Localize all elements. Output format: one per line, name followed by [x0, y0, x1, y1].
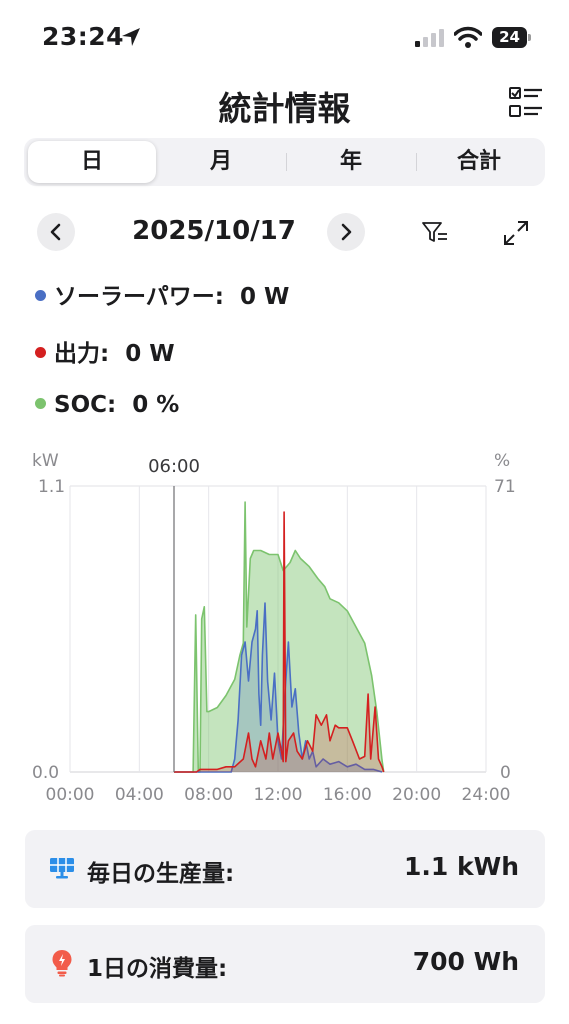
current-date[interactable]: 2025/10/17 [132, 216, 296, 246]
x-tick-label: 12:00 [254, 785, 303, 805]
power-chart[interactable]: kW % 1.1 0.0 71 0 00:00 04:00 08:00 12:00 16:00 20:… [30, 448, 530, 808]
output-dot [35, 347, 46, 358]
filter-icon[interactable] [421, 221, 449, 245]
x-tick-label: 04:00 [115, 785, 164, 805]
legend-output: 出力: 0 W [35, 334, 175, 370]
x-tick-label: 08:00 [184, 785, 233, 805]
date-navigation: 2025/10/17 [0, 208, 569, 258]
cellular-signal-icon [415, 29, 444, 47]
battery-level: 24 [492, 27, 527, 48]
chart-cursor-label: 06:00 [148, 456, 200, 477]
legend-soc: SOC: 0 % [35, 392, 179, 428]
solar-panel-icon [50, 858, 74, 879]
legend-solar-power: ソーラーパワー: 0 W [35, 277, 289, 313]
location-arrow-icon [122, 28, 140, 46]
x-tick-label: 24:00 [462, 785, 511, 805]
daily-production-card: 毎日の生産量: 1.1 kWh [25, 830, 545, 908]
chevron-left-icon [50, 223, 61, 241]
battery-cap [528, 34, 531, 41]
tab-total[interactable]: 合計 [456, 149, 501, 174]
soc-dot [35, 398, 46, 409]
right-tick-label: 0 [500, 763, 511, 783]
page-title: 統計情報 [218, 89, 351, 128]
tab-day[interactable]: 日 [28, 141, 156, 183]
solar-power-value: 0 W [239, 284, 290, 310]
lightbulb-icon [52, 950, 72, 977]
left-tick-label: 0.0 [32, 763, 59, 783]
daily-production-value: 1.1 kWh [404, 852, 519, 881]
solar-power-dot [35, 290, 46, 301]
tab-divider [286, 153, 287, 171]
output-series-line [174, 511, 385, 773]
status-time: 23:24 [42, 22, 125, 51]
solar-power-label: ソーラーパワー: [54, 284, 224, 310]
output-label: 出力: [54, 341, 110, 367]
left-axis-unit: kW [32, 451, 59, 471]
daily-consumption-label: 1日の消費量: [87, 956, 228, 982]
x-tick-label: 00:00 [46, 785, 95, 805]
tab-month[interactable]: 月 [209, 149, 232, 174]
left-tick-label: 1.1 [38, 477, 65, 497]
previous-day-button[interactable] [37, 213, 75, 251]
x-tick-label: 20:00 [392, 785, 441, 805]
daily-consumption-card: 1日の消費量: 700 Wh [25, 925, 545, 1003]
chevron-right-icon [341, 223, 352, 241]
solar-power-series-line [174, 602, 383, 773]
output-value: 0 W [125, 341, 175, 367]
tab-year[interactable]: 年 [339, 149, 362, 174]
checklist-icon[interactable] [508, 86, 544, 120]
next-day-button[interactable] [327, 213, 365, 251]
soc-label: SOC: [54, 392, 117, 418]
battery-indicator: 24 [492, 27, 532, 48]
daily-consumption-value: 700 Wh [412, 947, 519, 976]
tab-divider [416, 153, 417, 171]
soc-value: 0 % [132, 392, 180, 418]
period-segmented-control: 日 月 年 合計 [24, 138, 545, 186]
soc-series-area [174, 502, 384, 772]
x-tick-label: 16:00 [323, 785, 372, 805]
wifi-icon [454, 26, 482, 48]
daily-production-label: 毎日の生産量: [87, 861, 235, 887]
soc-series-line [174, 501, 385, 773]
right-axis-unit: % [494, 451, 510, 471]
status-bar: 23:24 24 [0, 0, 569, 76]
right-tick-label: 71 [494, 477, 516, 497]
expand-icon[interactable] [503, 220, 529, 246]
